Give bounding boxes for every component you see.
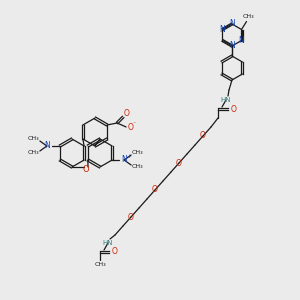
Text: CH₃: CH₃	[28, 151, 40, 155]
Text: CH₃: CH₃	[94, 262, 106, 268]
Text: O: O	[128, 212, 134, 221]
Text: CH₃: CH₃	[28, 136, 40, 142]
Text: O: O	[176, 158, 182, 167]
Text: CH₃: CH₃	[131, 164, 143, 169]
Text: O: O	[200, 131, 206, 140]
Text: CH₃: CH₃	[131, 151, 143, 155]
Text: O: O	[112, 248, 118, 256]
Text: N: N	[229, 41, 235, 50]
Text: HN: HN	[103, 240, 113, 246]
Text: N: N	[44, 142, 50, 151]
Text: N: N	[229, 20, 235, 28]
Text: N: N	[239, 36, 244, 45]
Text: O: O	[127, 124, 133, 133]
Text: N: N	[220, 25, 225, 34]
Text: O: O	[123, 110, 129, 118]
Text: O: O	[152, 185, 158, 194]
Text: ⁻: ⁻	[133, 122, 136, 128]
Text: HN: HN	[221, 97, 231, 103]
Text: O: O	[231, 104, 237, 113]
Text: N: N	[121, 155, 127, 164]
Text: +: +	[127, 154, 131, 158]
Text: CH₃: CH₃	[243, 14, 254, 19]
Text: O: O	[83, 166, 89, 175]
